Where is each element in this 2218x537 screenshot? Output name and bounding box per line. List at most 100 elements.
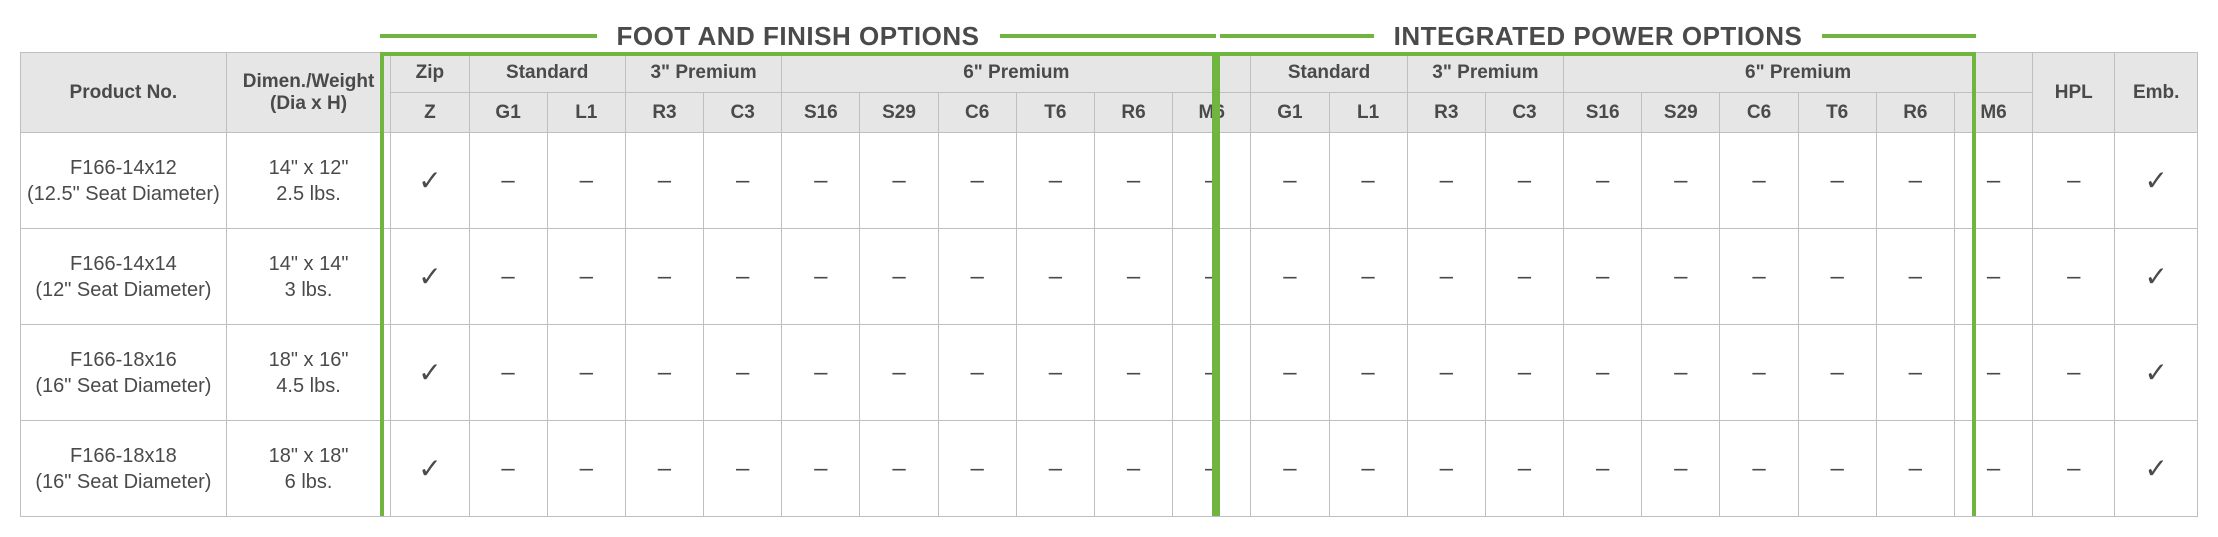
product-note: (16" Seat Diameter)	[21, 373, 226, 399]
product-cell: F166-18x18(16" Seat Diameter)	[21, 421, 227, 517]
option-cell: –	[1173, 133, 1251, 229]
option-cell: –	[1798, 421, 1876, 517]
dash-icon: –	[1831, 263, 1844, 290]
option-cell: –	[547, 325, 625, 421]
dash-icon: –	[1283, 263, 1296, 290]
option-cell: ✓	[2115, 421, 2198, 517]
option-cell: –	[860, 421, 938, 517]
option-cell: ✓	[2115, 133, 2198, 229]
option-cell: –	[1564, 325, 1642, 421]
options-table: Product No. Dimen./Weight (Dia x H) Zip …	[20, 52, 2198, 517]
dimen-cell: 18" x 16"4.5 lbs.	[226, 325, 391, 421]
dash-icon: –	[1440, 455, 1453, 482]
check-icon: ✓	[2144, 165, 2167, 196]
dash-icon: –	[814, 167, 827, 194]
th-code: G1	[1251, 93, 1329, 133]
dash-icon: –	[1596, 455, 1609, 482]
th-code: T6	[1798, 93, 1876, 133]
dash-icon: –	[1361, 455, 1374, 482]
dimen-weight: 4.5 lbs.	[227, 373, 391, 399]
dash-icon: –	[814, 455, 827, 482]
dimen-size: 14" x 14"	[227, 251, 391, 277]
option-cell: –	[469, 133, 547, 229]
option-cell: –	[1642, 229, 1720, 325]
option-cell: –	[1720, 421, 1798, 517]
option-cell: –	[1094, 325, 1172, 421]
product-note: (12" Seat Diameter)	[21, 277, 226, 303]
dimen-size: 18" x 16"	[227, 347, 391, 373]
option-cell: –	[1798, 133, 1876, 229]
dash-icon: –	[1127, 455, 1140, 482]
dash-icon: –	[580, 167, 593, 194]
th-foot-premium6: 6" Premium	[782, 53, 1251, 93]
dash-icon: –	[2067, 167, 2080, 194]
option-cell: –	[1094, 421, 1172, 517]
option-cell: –	[1642, 133, 1720, 229]
th-code: S16	[1564, 93, 1642, 133]
dash-icon: –	[1674, 455, 1687, 482]
option-cell: –	[704, 421, 782, 517]
th-code: R3	[1407, 93, 1485, 133]
th-code: Z	[391, 93, 469, 133]
option-cell: –	[1564, 421, 1642, 517]
dash-icon: –	[1518, 263, 1531, 290]
th-code: S16	[782, 93, 860, 133]
th-power-premium3: 3" Premium	[1407, 53, 1563, 93]
option-cell: –	[860, 229, 938, 325]
option-cell: –	[625, 133, 703, 229]
foot-finish-title: FOOT AND FINISH OPTIONS	[597, 21, 1000, 52]
option-cell: –	[1016, 325, 1094, 421]
option-cell: ✓	[2115, 229, 2198, 325]
dash-icon: –	[1596, 167, 1609, 194]
option-cell: –	[469, 421, 547, 517]
dash-icon: –	[1596, 263, 1609, 290]
option-cell: ✓	[2115, 325, 2198, 421]
option-cell: –	[1564, 229, 1642, 325]
dash-icon: –	[658, 167, 671, 194]
option-cell: –	[938, 325, 1016, 421]
dash-icon: –	[1987, 263, 2000, 290]
option-cell: –	[1407, 133, 1485, 229]
option-cell: –	[1876, 325, 1954, 421]
dash-icon: –	[1127, 167, 1140, 194]
th-hpl: HPL	[2033, 53, 2115, 133]
dash-icon: –	[2067, 359, 2080, 386]
option-cell: –	[625, 229, 703, 325]
check-icon: ✓	[418, 165, 441, 196]
product-cell: F166-14x14(12" Seat Diameter)	[21, 229, 227, 325]
dash-icon: –	[1049, 167, 1062, 194]
option-cell: –	[1407, 229, 1485, 325]
dash-icon: –	[2067, 455, 2080, 482]
option-cell: ✓	[391, 229, 469, 325]
option-cell: –	[704, 133, 782, 229]
dash-icon: –	[1283, 359, 1296, 386]
dash-icon: –	[1831, 359, 1844, 386]
option-cell: –	[1251, 325, 1329, 421]
th-code: C3	[1485, 93, 1563, 133]
option-cell: –	[2033, 325, 2115, 421]
dash-icon: –	[501, 359, 514, 386]
option-cell: –	[1798, 229, 1876, 325]
dash-icon: –	[736, 359, 749, 386]
th-code: C6	[1720, 93, 1798, 133]
option-cell: –	[860, 325, 938, 421]
option-cell: –	[1720, 133, 1798, 229]
option-cell: –	[938, 421, 1016, 517]
dash-icon: –	[1674, 359, 1687, 386]
option-cell: –	[1642, 421, 1720, 517]
dash-icon: –	[1205, 263, 1218, 290]
option-cell: –	[938, 229, 1016, 325]
th-foot-standard: Standard	[469, 53, 625, 93]
dash-icon: –	[1596, 359, 1609, 386]
dash-icon: –	[814, 263, 827, 290]
option-cell: –	[782, 133, 860, 229]
dash-icon: –	[1049, 455, 1062, 482]
dash-icon: –	[1440, 359, 1453, 386]
option-cell: –	[1329, 229, 1407, 325]
dash-icon: –	[1752, 455, 1765, 482]
dash-icon: –	[971, 263, 984, 290]
dash-icon: –	[1987, 359, 2000, 386]
option-cell: –	[1251, 421, 1329, 517]
dash-icon: –	[501, 263, 514, 290]
dash-icon: –	[1752, 359, 1765, 386]
